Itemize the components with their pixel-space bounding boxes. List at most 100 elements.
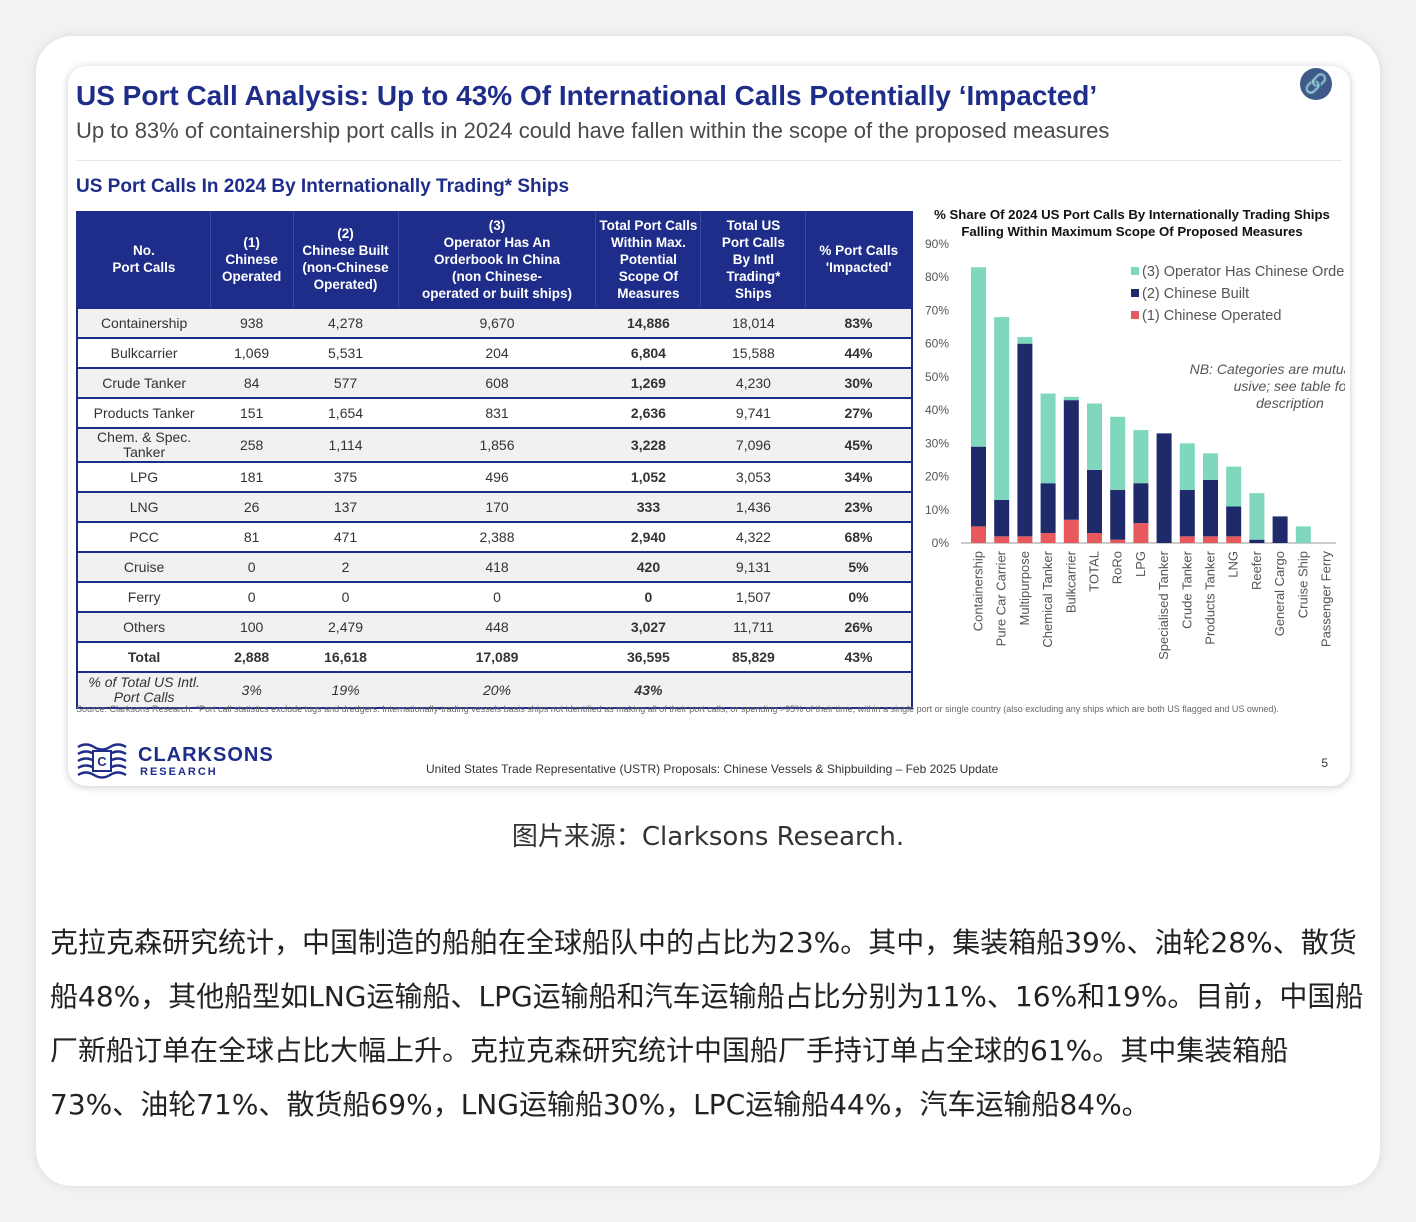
table-cell: 84 (210, 367, 294, 398)
table-cell: 1,069 (210, 337, 294, 368)
y-tick-label: 0% (932, 536, 950, 550)
table-cell: 2,940 (595, 521, 701, 552)
chart-annotation: NB: Categories are mutually exc (1190, 361, 1345, 377)
table-row: Cruise 0 2 418 420 9,131 5% (77, 551, 912, 582)
row-label: Total (77, 641, 211, 672)
bar-segment (1156, 433, 1172, 543)
table-cell: 6,804 (595, 337, 701, 368)
table-cell: 5% (805, 551, 912, 582)
legend-swatch (1131, 311, 1139, 319)
stacked-bar-chart: 0% 10% 20% 30% 40% 50% 60% 70% 80% 90% Containersh… (925, 237, 1345, 660)
table-cell: 9,131 (700, 551, 806, 582)
row-label: LNG (77, 491, 211, 522)
legend-swatch (1131, 267, 1139, 275)
link-icon[interactable]: 🔗 (1300, 68, 1332, 100)
article-card: 🔗 US Port Call Analysis: Up to 43% Of In… (36, 36, 1380, 1186)
bar-segment (1179, 443, 1195, 490)
bar-segment (1203, 479, 1218, 537)
x-tick-label: Passenger Ferry (1319, 551, 1334, 648)
x-tick-label: Products Tanker (1203, 550, 1218, 644)
x-tick-label: LPG (1133, 551, 1148, 577)
bar-segment (1249, 493, 1265, 540)
table-cell (805, 671, 912, 709)
table-row: Others 100 2,479 448 3,027 11,711 26% (77, 611, 912, 642)
table-cell: 496 (398, 461, 596, 492)
table-cell: 258 (210, 427, 294, 462)
table-cell: 1,269 (595, 367, 701, 398)
table-cell: 19% (293, 671, 399, 709)
table-row: Chem. & Spec. Tanker 258 1,114 1,856 3,228 7,… (77, 427, 912, 462)
bar-segment (994, 536, 1010, 543)
y-tick-label: 80% (925, 270, 949, 284)
y-tick-label: 30% (925, 436, 949, 450)
bar-segment (1063, 400, 1079, 520)
chart-title: % Share Of 2024 US Port Calls By Interna… (934, 207, 1330, 239)
table-header-cell: No. Port Calls (77, 211, 211, 308)
table-cell: 151 (210, 397, 294, 428)
y-tick-label: 70% (925, 303, 949, 317)
table-cell: 0 (210, 551, 294, 582)
table-cell: 4,278 (293, 307, 399, 338)
table-cell: 137 (293, 491, 399, 522)
bar-segment (1017, 337, 1033, 344)
bar-segment (994, 499, 1010, 537)
table-row: LPG 181 375 496 1,052 3,053 34% (77, 461, 912, 492)
x-tick-label: Reefer (1249, 550, 1264, 590)
slide-subtitle: Up to 83% of containership port calls in… (76, 118, 1110, 143)
table-cell: 23% (805, 491, 912, 522)
table-header-row: No. Port Calls (1) Chinese Operated (2) Ch… (77, 211, 913, 308)
bar-segment (1133, 523, 1149, 543)
row-label: LPG (77, 461, 211, 492)
table-row: Crude Tanker 84 577 608 1,269 4,230 30% (77, 367, 912, 398)
waves-icon: C (77, 743, 127, 779)
table-cell: 831 (398, 397, 596, 428)
table-header-cell: (3) Operator Has An Orderbook In China (… (398, 211, 597, 308)
table-cell: 333 (595, 491, 701, 522)
table-cell: 3,027 (595, 611, 701, 642)
x-tick-label: RoRo (1110, 551, 1125, 584)
table-header-cell: (1) Chinese Operated (210, 211, 294, 308)
bar-segment (1087, 403, 1102, 470)
table-cell: 17,089 (398, 641, 596, 672)
table-row: PCC 81 471 2,388 2,940 4,322 68% (77, 521, 912, 552)
x-tick-label: Chemical Tanker (1040, 550, 1055, 647)
table-cell: 3,053 (700, 461, 806, 492)
bar-segment (994, 317, 1010, 500)
row-label: Ferry (77, 581, 211, 612)
y-tick-label: 10% (925, 503, 949, 517)
table-cell: 1,114 (293, 427, 399, 462)
table-cell: 44% (805, 337, 912, 368)
bar-segment (1226, 466, 1242, 507)
bar-segment (1063, 519, 1079, 543)
bar-segment (1017, 343, 1033, 537)
bar-segment (1133, 483, 1149, 524)
divider (76, 160, 1342, 161)
table-cell: 26 (210, 491, 294, 522)
table-cell: 81 (210, 521, 294, 552)
table-cell: 16,618 (293, 641, 399, 672)
table-header-cell: % Port Calls 'Impacted' (805, 211, 913, 308)
table-cell: 938 (210, 307, 294, 338)
svg-text:C: C (97, 754, 107, 769)
bar-segment (1040, 533, 1056, 543)
x-tick-label: Specialised Tanker (1156, 550, 1171, 660)
row-label: Bulkcarrier (77, 337, 211, 368)
bar-segment (971, 267, 986, 447)
x-tick-label: Multipurpose (1017, 551, 1032, 625)
legend-label: (2) Chinese Built (1142, 286, 1249, 302)
table-cell: 18,014 (700, 307, 806, 338)
table-cell: 34% (805, 461, 912, 492)
bar-segment (971, 526, 986, 543)
bar-segment (1040, 393, 1056, 484)
row-label: Containership (77, 307, 211, 338)
slide-image[interactable]: 🔗 US Port Call Analysis: Up to 43% Of In… (68, 66, 1350, 786)
table-header-cell: Total US Port Calls By Intl Trading* Shi… (700, 211, 807, 308)
row-label: Others (77, 611, 211, 642)
table-cell: 608 (398, 367, 596, 398)
total-row: Total 2,888 16,618 17,089 36,595 85,829 43% (77, 641, 912, 672)
table-cell: 9,741 (700, 397, 806, 428)
bar-segment (1203, 536, 1218, 543)
table-cell: 1,654 (293, 397, 399, 428)
image-caption: 图片来源：Clarksons Research. (511, 822, 905, 852)
table-cell: 85,829 (700, 641, 806, 672)
